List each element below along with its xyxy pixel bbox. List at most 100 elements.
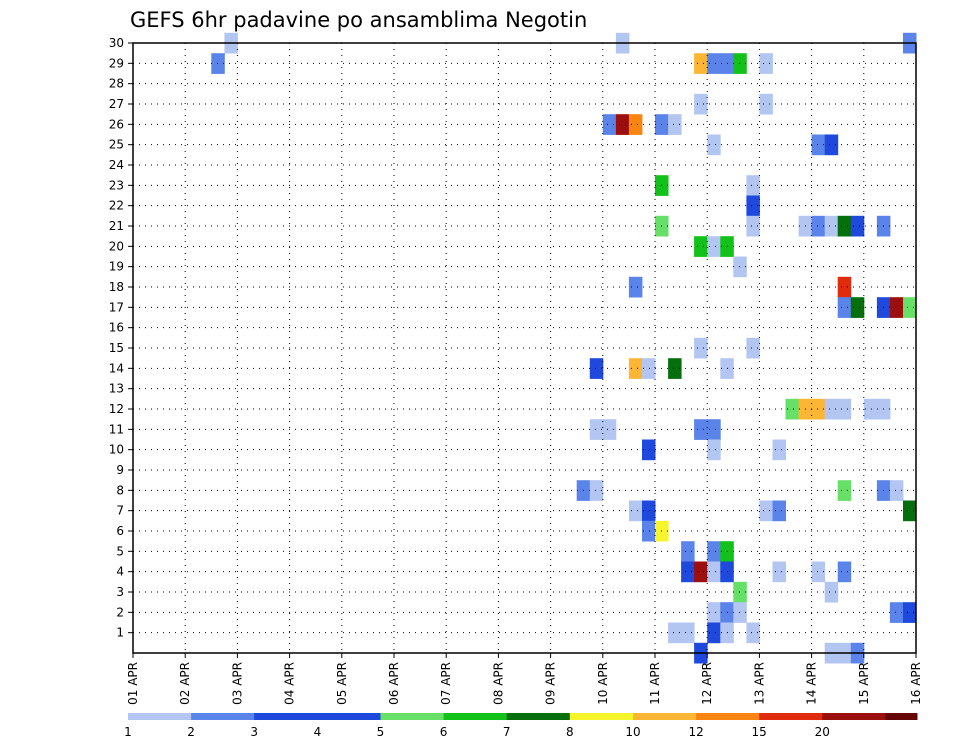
data-cell bbox=[837, 480, 852, 501]
data-cell bbox=[642, 520, 656, 542]
x-tick-label: 06 APR bbox=[387, 662, 401, 705]
data-cell bbox=[589, 419, 604, 440]
data-cell bbox=[707, 419, 721, 440]
x-tick-label: 12 APR bbox=[700, 662, 714, 705]
data-cell bbox=[863, 398, 878, 420]
data-cell bbox=[707, 134, 721, 156]
colorbar-segment bbox=[569, 713, 634, 720]
data-cell bbox=[707, 439, 721, 461]
data-cell bbox=[642, 500, 656, 522]
data-cell bbox=[628, 500, 643, 522]
x-tick-label: 10 APR bbox=[596, 662, 610, 705]
colorbar-label: 1 bbox=[124, 725, 132, 739]
y-tick-label: 9 bbox=[116, 463, 124, 477]
data-cell bbox=[837, 215, 852, 237]
x-tick-label: 13 APR bbox=[752, 662, 766, 705]
data-cell bbox=[889, 480, 904, 501]
data-cell bbox=[681, 622, 695, 644]
data-cell bbox=[642, 439, 656, 461]
y-tick-label: 19 bbox=[109, 260, 124, 274]
y-tick-label: 14 bbox=[109, 361, 124, 375]
data-cell bbox=[694, 561, 708, 583]
y-tick-label: 13 bbox=[109, 382, 124, 396]
chart-title: GEFS 6hr padavine po ansamblima Negotin bbox=[130, 8, 587, 32]
x-tick-label: 11 APR bbox=[648, 662, 662, 705]
data-cell bbox=[733, 581, 747, 603]
data-cell bbox=[824, 215, 839, 237]
colorbar-segment bbox=[443, 713, 508, 720]
colorbar-segment bbox=[506, 713, 571, 720]
data-cell bbox=[850, 215, 865, 237]
data-cell bbox=[694, 53, 708, 74]
colorbar-label: 2 bbox=[187, 725, 195, 739]
data-cell bbox=[772, 439, 786, 461]
y-tick-label: 30 bbox=[109, 36, 124, 50]
data-cell bbox=[668, 358, 682, 379]
data-cell bbox=[681, 541, 695, 562]
data-cell bbox=[628, 276, 643, 298]
colorbar-segment bbox=[128, 713, 192, 720]
y-tick-label: 20 bbox=[109, 239, 124, 253]
y-tick-label: 24 bbox=[109, 158, 124, 172]
y-tick-label: 18 bbox=[109, 280, 124, 294]
y-tick-label: 8 bbox=[116, 483, 124, 497]
data-cell bbox=[837, 276, 852, 298]
data-cell bbox=[837, 561, 852, 583]
data-cell bbox=[694, 236, 708, 257]
colorbar-segment bbox=[885, 713, 918, 720]
data-cell bbox=[589, 358, 604, 379]
data-cell bbox=[850, 297, 865, 318]
y-tick-label: 27 bbox=[109, 97, 124, 111]
data-cell bbox=[681, 561, 695, 583]
y-tick-label: 12 bbox=[109, 402, 124, 416]
y-tick-label: 2 bbox=[116, 605, 124, 619]
x-tick-label: 16 APR bbox=[909, 662, 923, 705]
colorbar: 1 2 3 4 5 6 7 8 10 12 15 20 bbox=[124, 713, 918, 739]
data-cell bbox=[668, 114, 682, 135]
colorbar-label: 5 bbox=[377, 725, 385, 739]
data-cell bbox=[642, 358, 656, 379]
data-cell bbox=[694, 419, 708, 440]
colorbar-label: 6 bbox=[440, 725, 448, 739]
x-tick-label: 07 APR bbox=[439, 662, 453, 705]
data-cell bbox=[746, 215, 760, 237]
data-cell bbox=[746, 195, 760, 217]
data-cell bbox=[668, 622, 682, 644]
y-tick-label: 7 bbox=[116, 504, 124, 518]
data-cell bbox=[602, 114, 617, 135]
data-cell bbox=[707, 561, 721, 583]
data-cell bbox=[211, 53, 225, 74]
x-tick-label: 04 APR bbox=[283, 662, 297, 705]
x-tick-label: 09 APR bbox=[544, 662, 558, 705]
y-tick-label: 21 bbox=[109, 219, 124, 233]
colorbar-label: 4 bbox=[314, 725, 322, 739]
data-cell bbox=[746, 175, 760, 196]
data-cell bbox=[707, 622, 721, 644]
data-cell bbox=[903, 500, 917, 522]
y-tick-label: 6 bbox=[116, 524, 124, 538]
data-cell bbox=[759, 500, 773, 522]
data-cell bbox=[694, 337, 708, 359]
data-cell bbox=[824, 134, 839, 156]
data-cell bbox=[811, 398, 826, 420]
colorbar-label: 10 bbox=[625, 725, 640, 739]
y-tick-label: 1 bbox=[116, 626, 124, 640]
x-tick-label: 03 APR bbox=[230, 662, 244, 705]
y-tick-label: 26 bbox=[109, 117, 124, 131]
colorbar-label: 7 bbox=[503, 725, 511, 739]
y-tick-label: 3 bbox=[116, 585, 124, 599]
data-cell bbox=[733, 256, 747, 278]
x-tick-label: 01 APR bbox=[126, 662, 140, 705]
data-cell bbox=[589, 480, 604, 501]
data-cell bbox=[733, 602, 747, 623]
colorbar-segment bbox=[380, 713, 445, 720]
colorbar-label: 20 bbox=[815, 725, 830, 739]
data-cell bbox=[707, 236, 721, 257]
colorbar-label: 15 bbox=[752, 725, 767, 739]
y-tick-label: 5 bbox=[116, 544, 124, 558]
grid-lines bbox=[133, 42, 916, 653]
y-tick-label: 10 bbox=[109, 443, 124, 457]
data-cell bbox=[707, 53, 721, 74]
data-cell bbox=[785, 398, 799, 420]
